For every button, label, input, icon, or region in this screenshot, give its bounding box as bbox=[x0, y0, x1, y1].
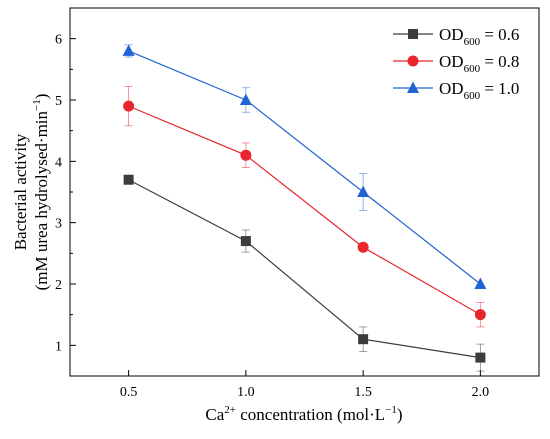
y-tick-label: 4 bbox=[55, 155, 62, 170]
x-tick-label: 1.5 bbox=[354, 385, 372, 400]
series-0 bbox=[123, 174, 486, 372]
series-line bbox=[128, 179, 481, 359]
data-point bbox=[240, 236, 251, 247]
series-line bbox=[128, 50, 481, 285]
series-line bbox=[128, 105, 481, 316]
y-tick-label: 2 bbox=[55, 278, 62, 293]
legend-entry-0: OD600 = 0.6 bbox=[393, 25, 519, 48]
legend-entry-2: OD600 = 1.0 bbox=[393, 79, 519, 102]
data-point bbox=[122, 44, 135, 56]
x-tick-label: 1.0 bbox=[237, 385, 255, 400]
data-point bbox=[357, 185, 370, 197]
series-1 bbox=[123, 86, 486, 328]
data-point bbox=[474, 277, 487, 289]
y-tick-label: 5 bbox=[55, 94, 62, 109]
series-2 bbox=[122, 44, 487, 289]
legend-marker bbox=[408, 29, 418, 39]
legend: OD600 = 0.6 OD600 = 0.8 OD600 = 1.0 bbox=[393, 25, 519, 102]
data-point bbox=[474, 309, 486, 321]
x-tick-label: 0.5 bbox=[120, 385, 138, 400]
data-point bbox=[240, 149, 252, 161]
y-tick-label: 6 bbox=[55, 33, 62, 48]
y-tick-label: 1 bbox=[55, 339, 62, 354]
legend-label: OD600 = 0.8 bbox=[439, 52, 519, 75]
legend-marker bbox=[407, 55, 419, 67]
y-axis-label-line1: Bacterial activity bbox=[11, 133, 30, 250]
data-point bbox=[357, 241, 369, 253]
data-point bbox=[239, 93, 252, 105]
y-axis-label-line2: (mM urea hydrolysed·min−1) bbox=[31, 94, 51, 291]
data-point bbox=[123, 174, 134, 185]
y-tick-label: 3 bbox=[55, 217, 62, 232]
x-tick-label: 2.0 bbox=[472, 385, 490, 400]
legend-entry-1: OD600 = 0.8 bbox=[393, 52, 519, 75]
data-point bbox=[123, 100, 135, 112]
data-point bbox=[475, 352, 486, 363]
x-axis-label: Ca2+ concentration (mol·L−1) bbox=[205, 404, 402, 424]
legend-label: OD600 = 1.0 bbox=[439, 79, 519, 102]
data-point bbox=[358, 334, 369, 345]
legend-label: OD600 = 0.6 bbox=[439, 25, 519, 48]
legend-marker bbox=[407, 81, 419, 93]
